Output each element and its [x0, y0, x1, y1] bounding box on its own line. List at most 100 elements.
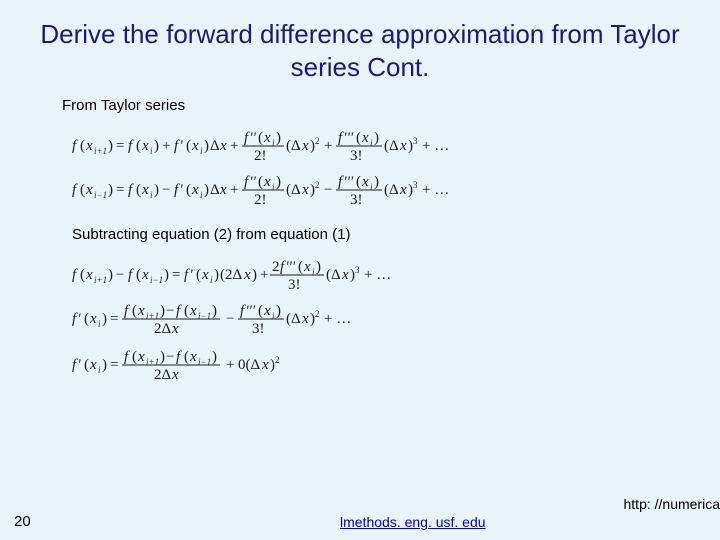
svg-text:x: x	[261, 357, 269, 373]
svg-text:(: (	[132, 303, 137, 319]
svg-text:(Δ: (Δ	[384, 182, 399, 198]
svg-text:x: x	[219, 138, 227, 154]
svg-text:2Δ: 2Δ	[154, 321, 172, 337]
svg-text:x: x	[189, 303, 197, 319]
svg-text:f: f	[124, 349, 130, 365]
svg-text:2: 2	[315, 180, 320, 190]
svg-text:f: f	[128, 267, 134, 283]
svg-text:x: x	[141, 267, 149, 283]
svg-text:(: (	[80, 182, 85, 198]
svg-text:=: =	[172, 267, 180, 283]
svg-text:f ''': f '''	[280, 259, 296, 275]
svg-text:(Δ: (Δ	[286, 138, 301, 154]
svg-text:f ': f '	[174, 182, 183, 198]
page-title: Derive the forward difference approximat…	[0, 18, 720, 83]
svg-text:x: x	[243, 267, 251, 283]
svg-text:f: f	[128, 182, 134, 198]
svg-text:(: (	[84, 311, 89, 327]
svg-text:x: x	[301, 311, 309, 327]
svg-text:): )	[316, 259, 321, 275]
svg-text:i+1: i+1	[94, 146, 107, 156]
svg-text:2: 2	[315, 309, 320, 319]
svg-text:f ': f '	[174, 138, 183, 154]
equation-5: f '(x i) = f(x i+1) − f(x i−1) 2Δx + 0(Δ…	[0, 341, 720, 389]
svg-text:−: −	[324, 182, 332, 198]
svg-text:x: x	[191, 138, 199, 154]
svg-text:x: x	[341, 267, 349, 283]
svg-text:−: −	[162, 182, 170, 198]
svg-text:Δ: Δ	[210, 138, 220, 154]
heading-subtracting: Subtracting equation (2) from equation (…	[0, 226, 720, 243]
svg-text:(: (	[186, 182, 191, 198]
svg-text:(: (	[184, 303, 189, 319]
svg-text:x: x	[263, 174, 271, 190]
svg-text:x: x	[301, 182, 309, 198]
svg-text:+ …: + …	[324, 311, 351, 327]
svg-text:x: x	[137, 303, 145, 319]
svg-text:x: x	[89, 311, 97, 327]
svg-text:): )	[252, 267, 257, 283]
svg-text:): )	[204, 138, 209, 154]
svg-text:(Δ: (Δ	[326, 267, 341, 283]
svg-text:i: i	[210, 275, 213, 285]
svg-text:(: (	[196, 267, 201, 283]
svg-text:=: =	[110, 357, 118, 373]
svg-text:x: x	[399, 182, 407, 198]
svg-text:(: (	[136, 267, 141, 283]
svg-text:x: x	[171, 321, 179, 337]
svg-text:): )	[154, 182, 159, 198]
svg-text:): )	[108, 138, 113, 154]
page-number: 20	[14, 513, 31, 530]
svg-text:(: (	[136, 138, 141, 154]
svg-text:x: x	[85, 267, 93, 283]
svg-text:i: i	[98, 319, 101, 329]
svg-text:): )	[108, 267, 113, 283]
svg-text:−: −	[116, 267, 124, 283]
slide-container: Derive the forward difference approximat…	[0, 0, 720, 540]
svg-text:x: x	[219, 182, 227, 198]
svg-text:f: f	[72, 267, 78, 283]
svg-text:3!: 3!	[350, 192, 363, 208]
svg-text:): )	[212, 349, 217, 365]
svg-text:+: +	[324, 138, 332, 154]
svg-text:+ …: + …	[364, 267, 391, 283]
svg-text:): )	[276, 174, 281, 190]
svg-text:x: x	[263, 303, 271, 319]
svg-text:(: (	[184, 349, 189, 365]
svg-text:2!: 2!	[254, 148, 267, 164]
svg-text:i+1: i+1	[94, 275, 107, 285]
svg-text:x: x	[263, 130, 271, 146]
svg-text:f: f	[176, 303, 182, 319]
svg-text:+ …: + …	[422, 182, 449, 198]
svg-text:Δ: Δ	[210, 182, 220, 198]
svg-text:(Δ: (Δ	[384, 138, 399, 154]
svg-text:x: x	[191, 182, 199, 198]
svg-text:x: x	[85, 182, 93, 198]
svg-text:(2Δ: (2Δ	[220, 267, 242, 283]
svg-text:f: f	[72, 182, 78, 198]
svg-text:3: 3	[413, 136, 418, 146]
svg-text:(: (	[356, 174, 361, 190]
svg-text:−: −	[166, 349, 174, 365]
footer-right-text: http: //numerica	[624, 496, 720, 512]
footer-link[interactable]: lmethods. eng. usf. edu	[340, 514, 486, 530]
svg-text:): )	[276, 303, 281, 319]
svg-text:f: f	[124, 303, 130, 319]
svg-text:(: (	[258, 174, 263, 190]
svg-text:): )	[212, 303, 217, 319]
svg-text:(: (	[80, 267, 85, 283]
svg-text:2: 2	[275, 355, 280, 365]
svg-text:x: x	[137, 349, 145, 365]
svg-text:3!: 3!	[350, 148, 363, 164]
svg-text:(: (	[84, 357, 89, 373]
svg-text:f '': f ''	[244, 174, 257, 190]
svg-text:): )	[164, 267, 169, 283]
svg-text:(Δ: (Δ	[286, 311, 301, 327]
equation-3: f(x i+1) − f(x i−1) = f '(x i) (2Δx) + 2…	[0, 251, 720, 297]
svg-text:i: i	[150, 146, 153, 156]
svg-text:f: f	[72, 138, 78, 154]
svg-text:x: x	[361, 130, 369, 146]
svg-text:2Δ: 2Δ	[154, 367, 172, 383]
svg-text:=: =	[116, 138, 124, 154]
svg-text:=: =	[110, 311, 118, 327]
